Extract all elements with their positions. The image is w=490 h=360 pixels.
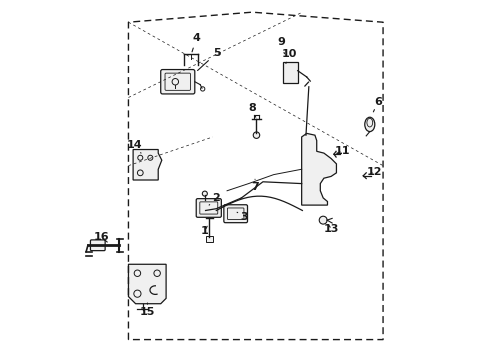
Text: 16: 16 <box>94 232 109 242</box>
Bar <box>205 236 213 242</box>
FancyBboxPatch shape <box>196 199 221 217</box>
Text: 3: 3 <box>237 212 248 221</box>
FancyBboxPatch shape <box>161 69 195 94</box>
Text: 9: 9 <box>277 37 285 54</box>
Text: 15: 15 <box>140 303 155 317</box>
Text: 10: 10 <box>282 49 297 63</box>
Text: 4: 4 <box>192 33 200 52</box>
Text: 1: 1 <box>201 226 209 236</box>
Circle shape <box>319 216 327 224</box>
Text: 6: 6 <box>373 97 382 112</box>
FancyBboxPatch shape <box>91 240 105 251</box>
Bar <box>283 62 298 83</box>
Ellipse shape <box>365 117 375 132</box>
Text: 7: 7 <box>251 179 259 192</box>
Circle shape <box>202 191 207 196</box>
Polygon shape <box>133 149 162 180</box>
Text: 2: 2 <box>209 193 220 205</box>
Text: 8: 8 <box>248 103 256 117</box>
Text: 13: 13 <box>324 225 340 234</box>
FancyBboxPatch shape <box>224 205 247 223</box>
Polygon shape <box>302 134 337 205</box>
Polygon shape <box>128 264 166 304</box>
Text: 12: 12 <box>367 167 383 177</box>
Text: 5: 5 <box>197 48 221 71</box>
Circle shape <box>253 132 260 138</box>
Text: 11: 11 <box>335 145 350 156</box>
Text: 14: 14 <box>127 140 143 153</box>
